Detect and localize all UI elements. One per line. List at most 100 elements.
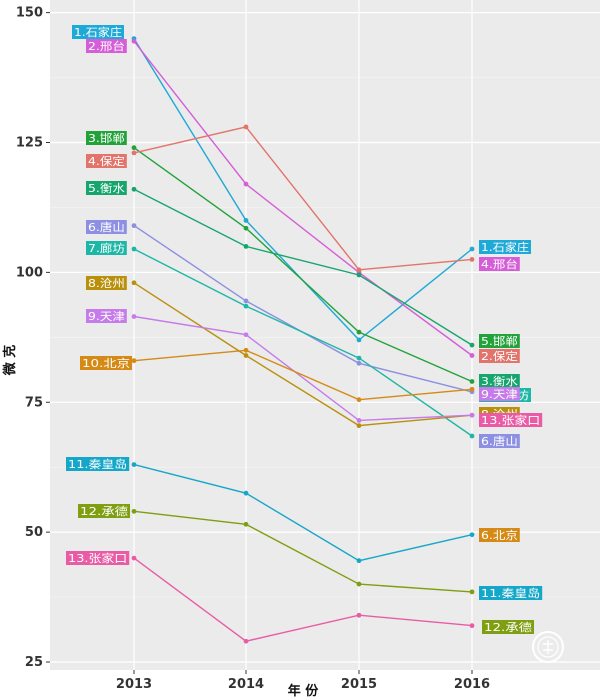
label-background <box>86 181 127 195</box>
data-point <box>469 623 475 629</box>
data-point <box>243 347 249 353</box>
start-label: 9.天津 <box>86 309 127 323</box>
label-background <box>482 620 534 634</box>
start-label: 11.秦皇岛 <box>66 457 130 471</box>
label-text: 11.秦皇岛 <box>481 586 540 600</box>
series-5 <box>131 186 475 348</box>
series-line <box>133 557 473 642</box>
data-point <box>469 532 475 538</box>
data-point <box>469 256 475 262</box>
label-background <box>80 356 132 370</box>
data-point <box>356 329 362 335</box>
series-line <box>133 282 473 427</box>
label-text: 6.唐山 <box>88 220 125 234</box>
label-text: 9.天津 <box>481 388 518 401</box>
data-point <box>469 412 475 418</box>
label-background <box>479 334 520 348</box>
label-text: 9.天津 <box>88 310 125 323</box>
label-text: 4.保定 <box>88 154 125 168</box>
data-point <box>243 218 249 223</box>
data-point <box>356 581 362 587</box>
start-label: 13.张家口 <box>66 551 130 565</box>
label-background <box>479 387 520 401</box>
end-label: 11.秦皇岛 <box>479 586 543 600</box>
data-point <box>131 462 137 467</box>
data-point <box>469 589 475 595</box>
end-label: 12.承德 <box>482 620 534 634</box>
data-point <box>243 225 249 231</box>
start-label: 7.廊坊 <box>86 241 127 255</box>
data-point <box>356 612 362 618</box>
data-point <box>243 124 249 130</box>
data-point <box>356 337 362 343</box>
data-point <box>131 150 137 156</box>
data-point <box>356 360 362 366</box>
end-label: 1.石家庄 <box>479 240 531 254</box>
data-point <box>243 490 249 496</box>
label-background <box>479 413 543 427</box>
label-background <box>479 374 520 388</box>
series-9 <box>131 314 475 423</box>
data-point <box>131 246 137 252</box>
series-line <box>133 147 473 383</box>
data-point <box>131 186 137 192</box>
y-tick-label: 25 <box>25 655 43 670</box>
data-point <box>243 303 249 309</box>
label-background <box>86 39 127 53</box>
y-axis-title: 微 克 <box>2 345 18 377</box>
label-background <box>78 504 130 518</box>
label-background <box>479 586 543 600</box>
y-tick-label: 125 <box>16 136 43 151</box>
data-point <box>469 433 475 439</box>
label-text: 11.秦皇岛 <box>68 457 127 471</box>
label-text: 12.承德 <box>80 504 128 518</box>
label-text: 6.唐山 <box>481 434 518 448</box>
series-13 <box>131 555 475 644</box>
series-labels: 1.石家庄2.邢台3.邯郸4.保定5.衡水6.唐山7.廊坊8.沧州9.天津10.… <box>66 25 543 634</box>
data-point <box>243 332 249 338</box>
data-point <box>356 423 362 429</box>
label-text: 2.邢台 <box>88 39 125 53</box>
label-background <box>86 309 127 323</box>
label-background <box>479 349 520 363</box>
label-background <box>86 131 127 145</box>
label-text: 4.邢台 <box>481 257 518 271</box>
label-text: 3.衡水 <box>481 375 518 388</box>
label-text: 12.承德 <box>484 620 532 634</box>
label-background <box>479 434 520 448</box>
label-background <box>66 457 130 471</box>
series-3 <box>131 145 475 384</box>
label-background <box>86 276 127 290</box>
label-text: 2.保定 <box>481 349 518 363</box>
data-point <box>243 244 249 249</box>
label-text: 5.衡水 <box>88 182 125 195</box>
data-point <box>469 246 475 252</box>
label-text: 8.沧州 <box>88 276 125 290</box>
label-text: 13.张家口 <box>481 413 540 427</box>
end-label: 3.衡水 <box>479 374 520 388</box>
data-point <box>356 355 362 361</box>
y-axis-ticks: 25 50 75 100 125 150 <box>16 6 50 670</box>
label-background <box>479 257 520 271</box>
label-background <box>86 220 127 234</box>
series-line <box>133 510 473 593</box>
data-point <box>131 38 137 44</box>
start-label: 3.邯郸 <box>86 131 127 145</box>
label-text: 6.北京 <box>481 528 518 542</box>
end-label: 4.邢台 <box>479 257 520 271</box>
label-text: 7.廊坊 <box>88 241 125 255</box>
data-point <box>131 223 137 229</box>
series-line <box>133 126 473 271</box>
series-line <box>133 248 473 437</box>
label-text: 5.邯郸 <box>481 334 518 348</box>
end-label: 6.北京 <box>479 528 520 542</box>
y-tick-label: 100 <box>16 265 43 280</box>
start-label: 4.保定 <box>86 154 127 168</box>
label-background <box>86 241 127 255</box>
data-point <box>131 358 137 364</box>
data-point <box>243 181 249 187</box>
data-point <box>243 638 249 644</box>
x-tick-label: 2016 <box>454 677 490 692</box>
start-label: 5.衡水 <box>86 181 127 195</box>
